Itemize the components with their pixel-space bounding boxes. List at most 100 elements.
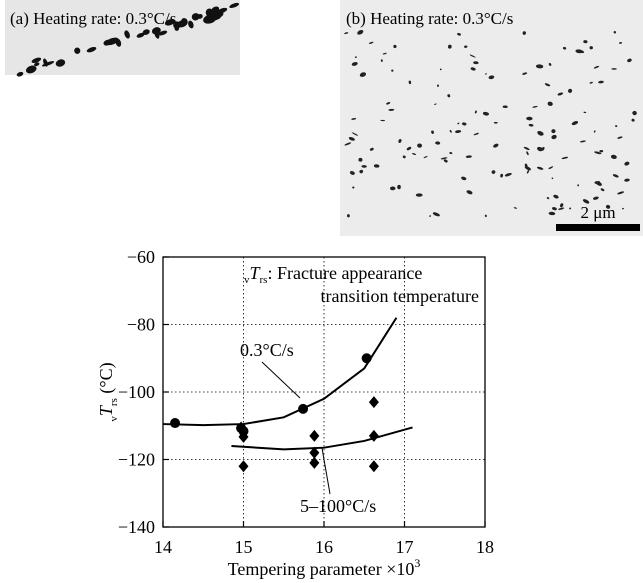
annotation: vTrs: Fracture appearance bbox=[244, 263, 422, 286]
chart: 14 15 16 17 18 −140 −120 −100 −80 −60 Tempering pa… bbox=[96, 247, 494, 579]
particle bbox=[216, 7, 228, 14]
particle bbox=[103, 39, 111, 46]
particle bbox=[632, 110, 637, 116]
particle bbox=[431, 130, 434, 134]
particle bbox=[571, 121, 579, 126]
particle bbox=[55, 59, 66, 67]
particle bbox=[522, 72, 528, 75]
particle bbox=[412, 153, 417, 155]
particle bbox=[188, 20, 194, 29]
scale-bar bbox=[556, 224, 640, 231]
x-axis-label-text: Tempering parameter ×10 bbox=[228, 559, 415, 579]
particle bbox=[34, 62, 40, 67]
particle bbox=[599, 149, 604, 153]
particle bbox=[624, 161, 630, 166]
particle bbox=[593, 130, 596, 133]
particle bbox=[551, 177, 554, 180]
particle bbox=[16, 71, 24, 77]
y-label-symbol: T bbox=[96, 404, 116, 416]
particle bbox=[449, 129, 452, 133]
particle bbox=[455, 130, 462, 134]
particle bbox=[493, 121, 498, 124]
y-tick-label: −60 bbox=[127, 247, 155, 267]
particle bbox=[513, 207, 518, 209]
particle bbox=[612, 174, 619, 178]
y-tick-label: −80 bbox=[127, 315, 155, 335]
particle bbox=[526, 170, 530, 174]
particle bbox=[618, 42, 623, 44]
particle bbox=[398, 138, 402, 143]
particle bbox=[577, 184, 580, 187]
particle bbox=[559, 203, 564, 208]
particle bbox=[473, 132, 479, 136]
annotation-sub: rs bbox=[260, 274, 268, 286]
y-axis-label: vTrs (°C) bbox=[96, 362, 120, 421]
particle bbox=[522, 31, 526, 35]
particle bbox=[389, 186, 396, 191]
particle bbox=[406, 146, 412, 151]
particle bbox=[600, 188, 605, 192]
x-tick-label: 18 bbox=[476, 537, 494, 557]
particle bbox=[380, 59, 383, 62]
particle bbox=[551, 129, 556, 134]
particle bbox=[589, 81, 593, 84]
particle bbox=[447, 94, 451, 98]
particle bbox=[610, 154, 617, 160]
particle bbox=[142, 29, 150, 35]
particle bbox=[484, 214, 487, 218]
particle bbox=[535, 64, 544, 69]
series-label: 0.3°C/s bbox=[240, 340, 294, 360]
particle bbox=[408, 80, 412, 85]
particle bbox=[164, 18, 176, 26]
particle bbox=[617, 136, 623, 139]
particle bbox=[500, 173, 504, 178]
particle bbox=[582, 199, 590, 204]
particle bbox=[351, 62, 358, 66]
particle bbox=[191, 13, 200, 21]
data-point bbox=[238, 460, 249, 473]
particle bbox=[557, 92, 564, 96]
particle bbox=[553, 194, 559, 199]
leader-line bbox=[321, 447, 331, 495]
particle bbox=[447, 44, 452, 49]
particle bbox=[504, 172, 512, 177]
particle bbox=[391, 69, 394, 72]
particle bbox=[344, 32, 349, 35]
particle bbox=[562, 46, 567, 50]
particle bbox=[552, 207, 557, 211]
particle bbox=[31, 57, 42, 63]
particle bbox=[423, 156, 428, 159]
particle bbox=[482, 111, 490, 116]
micrograph-b: (b) Heating rate: 0.3°C/s 2 μm bbox=[340, 0, 643, 236]
particle bbox=[551, 134, 557, 140]
micrograph-a: (a) Heating rate: 0.3°C/s bbox=[5, 0, 240, 77]
particle bbox=[561, 156, 569, 160]
particle bbox=[461, 176, 467, 181]
data-point bbox=[238, 430, 249, 443]
particle bbox=[373, 164, 380, 168]
particle bbox=[351, 117, 357, 120]
y-label-sub: rs bbox=[108, 398, 120, 406]
x-axis-label: Tempering parameter ×103 bbox=[228, 556, 421, 579]
particle bbox=[432, 212, 440, 217]
particle bbox=[488, 75, 495, 80]
particle bbox=[136, 32, 145, 38]
fit-curve bbox=[231, 426, 413, 451]
particle bbox=[611, 68, 617, 70]
series-label: 5–100°C/s bbox=[300, 496, 376, 516]
particle bbox=[154, 30, 160, 39]
particle bbox=[354, 56, 357, 58]
particle bbox=[352, 186, 355, 189]
particle bbox=[491, 170, 496, 174]
data-point bbox=[368, 460, 379, 473]
particle bbox=[579, 140, 586, 143]
annotation-prefix: v bbox=[244, 274, 250, 286]
particle bbox=[569, 207, 572, 210]
data-point bbox=[368, 396, 379, 409]
x-tick-label: 15 bbox=[235, 537, 253, 557]
particle bbox=[469, 54, 476, 58]
data-point bbox=[309, 456, 320, 469]
particle bbox=[382, 52, 387, 55]
particle bbox=[466, 190, 473, 195]
panel-label: (b) Heating rate: 0.3°C/s bbox=[346, 9, 513, 28]
